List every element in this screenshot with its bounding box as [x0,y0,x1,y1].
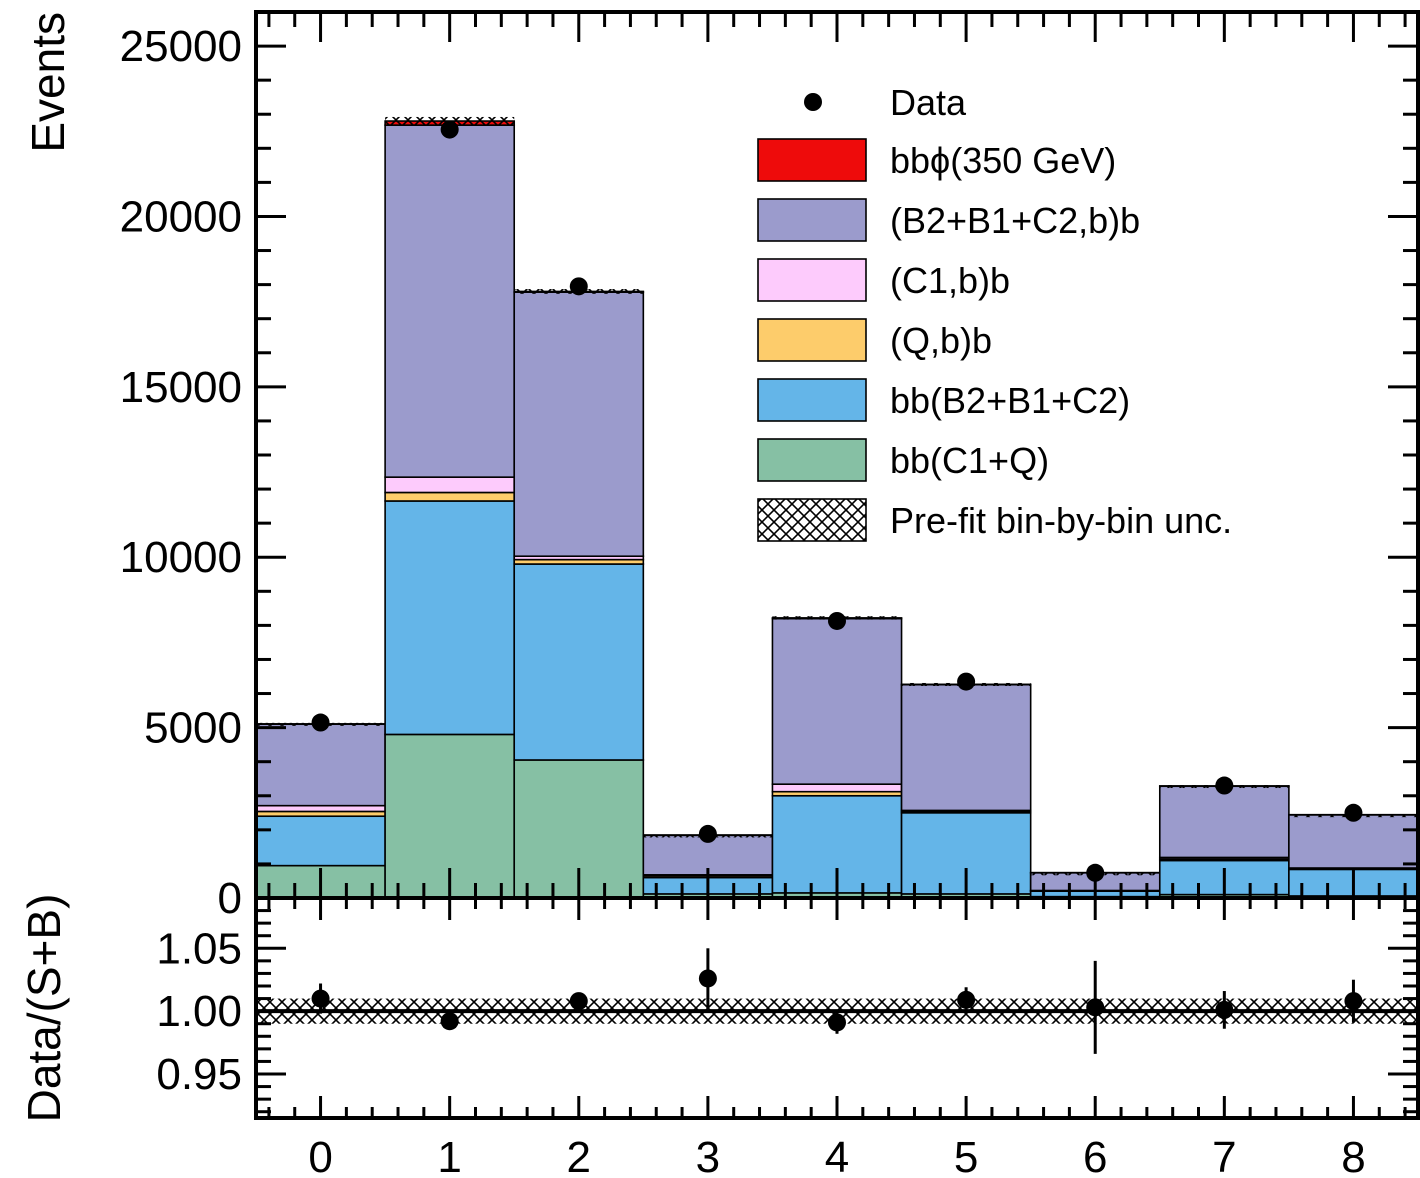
ratio-y-axis-title: Data/(S+B) [18,894,70,1123]
main-ytick-label: 20000 [120,192,242,241]
main-y-axis-title: Events [22,12,74,153]
legend-label-4: (B2+B1+C2,b)b [890,200,1140,241]
data-point-bin-7 [1215,776,1234,795]
bar-segment-1-bin-2 [513,563,645,761]
legend-label-3: (C1,b)b [890,260,1010,301]
bar-segment-4-bin-4 [771,617,903,785]
main-ytick-label: 5000 [144,704,242,753]
legend-swatch-1 [757,378,867,422]
bar-segment-4-bin-8 [1288,814,1418,869]
bar-segment-4-bin-0 [256,723,386,807]
legend-swatch-3 [757,258,867,302]
ratio-point-5 [957,990,976,1009]
legend-label-1: bb(B2+B1+C2) [890,380,1130,421]
data-point-bin-4 [828,611,846,630]
data-point-bin-8 [1344,803,1363,822]
bar-segment-4-bin-2 [513,291,645,558]
legend-marker-data [804,93,822,111]
data-point-bin-2 [569,277,588,296]
main-ytick-label: 15000 [120,363,242,412]
legend-label-2: (Q,b)b [890,320,992,361]
xtick-label: 1 [437,1133,461,1178]
legend-swatch-uncertainty [757,498,867,542]
xtick-label: 8 [1341,1133,1365,1178]
xtick-label: 4 [825,1133,849,1178]
data-point-bin-3 [698,824,717,843]
xtick-label: 6 [1083,1133,1107,1178]
xtick-label: 2 [567,1133,591,1178]
main-ytick-label: 25000 [120,22,242,71]
bar-segment-4-bin-7 [1158,785,1290,859]
bar-segment-3-bin-0 [256,804,386,813]
ratio-point-7 [1215,1000,1234,1019]
bar-segment-3-bin-1 [384,476,516,494]
ratio-point-0 [311,989,330,1008]
main-ytick-label: 10000 [120,533,242,582]
bar-segment-4-bin-1 [384,124,516,478]
legend-label-data: Data [890,82,967,123]
ratio-ytick-label: 1.05 [156,924,242,973]
legend-label-0: bb(C1+Q) [890,440,1049,481]
ratio-point-2 [569,992,588,1011]
legend-swatch-0 [757,438,867,482]
bar-segment-1-bin-1 [384,500,516,736]
legend-label-uncertainty: Pre-fit bin-by-bin unc. [890,500,1232,541]
legend-swatch-4 [757,198,867,242]
data-point-bin-5 [957,672,976,691]
data-point-bin-1 [440,120,459,139]
bar-segment-4-bin-5 [900,683,1032,812]
legend-swatch-2 [757,318,867,362]
ratio-point-3 [698,969,717,988]
xtick-label: 3 [696,1133,720,1178]
legend-swatch-5 [757,138,867,182]
ratio-point-4 [828,1013,846,1032]
bar-segment-2-bin-1 [384,491,516,502]
ratio-point-8 [1344,992,1363,1011]
main-ytick-label: 0 [218,874,242,923]
legend-label-5: bbϕ(350 GeV) [890,140,1116,181]
legend: Data bbϕ(350 GeV) (B2+B1+C2,b)b (C1,b)b (Q,b… [757,82,1232,542]
bar-segment-3-bin-4 [771,783,903,793]
bar-segment-1-bin-0 [256,815,386,867]
xtick-label: 5 [954,1133,978,1178]
ratio-point-1 [440,1012,459,1031]
xtick-label: 7 [1212,1133,1236,1178]
data-point-bin-0 [311,713,330,732]
ratio-point-6 [1086,998,1105,1017]
ratio-ytick-label: 0.95 [156,1050,242,1099]
xtick-label: 0 [308,1133,332,1178]
ratio-ytick-label: 1.00 [156,987,242,1036]
